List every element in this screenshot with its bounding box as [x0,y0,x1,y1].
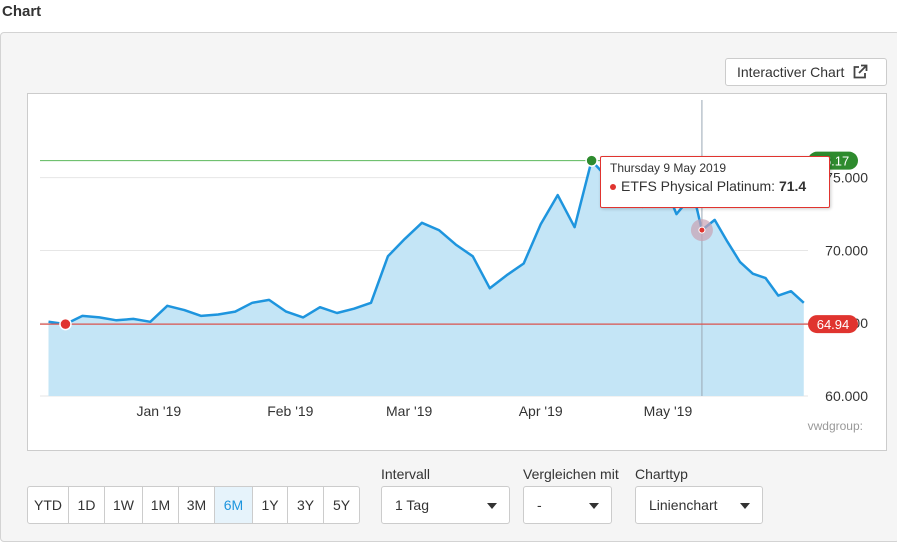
chevron-down-icon [487,503,497,509]
range-button-6m[interactable]: 6M [215,487,253,523]
min-badge-bg [808,315,858,334]
range-button-group: YTD 1D 1W 1M 3M 6M 1Y 3Y 5Y [27,486,360,524]
min-marker [59,317,72,331]
interval-value: 1 Tag [395,497,429,513]
interval-label: Intervall [381,466,431,482]
range-button-1y[interactable]: 1Y [253,487,288,523]
charttype-value: Linienchart [649,497,718,513]
range-button-3m[interactable]: 3M [179,487,215,523]
chart-tooltip: Thursday 9 May 2019 ETFS Physical Platin… [600,156,830,208]
section-title: Chart [2,3,42,20]
chevron-down-icon [740,503,750,509]
interactive-chart-button[interactable]: Interactiver Chart [725,58,887,86]
y-tick-label: 60.000 [825,388,868,404]
x-tick-label: Feb '19 [267,403,313,419]
range-button-ytd[interactable]: YTD [28,487,69,523]
tooltip-series-label: ETFS Physical Platinum: [621,178,776,194]
external-link-icon [852,64,868,80]
compare-value: - [537,497,542,513]
max-marker [585,154,598,167]
charttype-select[interactable]: Linienchart [635,486,763,524]
compare-select[interactable]: - [523,486,612,524]
x-tick-label: May '19 [644,403,693,419]
x-tick-label: Jan '19 [136,403,181,419]
range-button-1d[interactable]: 1D [69,487,105,523]
compare-label: Vergleichen mit [523,466,619,482]
interactive-chart-label: Interactiver Chart [737,64,845,80]
y-tick-label: 75.000 [825,170,868,186]
tooltip-date: Thursday 9 May 2019 [610,161,727,175]
series-area [48,160,804,396]
range-button-1w[interactable]: 1W [105,487,143,523]
range-button-3y[interactable]: 3Y [288,487,324,523]
charttype-label: Charttyp [635,466,688,482]
tooltip-series-marker [610,184,616,191]
min-badge: 64.94 [817,317,850,332]
x-tick-label: Apr '19 [519,403,563,419]
chart-credit: vwdgroup: [808,419,863,433]
interval-select[interactable]: 1 Tag [381,486,510,524]
range-button-1m[interactable]: 1M [143,487,179,523]
y-tick-label: 70.000 [825,242,868,258]
chevron-down-icon [589,503,599,509]
hover-marker [698,226,706,234]
x-tick-label: Mar '19 [386,403,432,419]
range-button-5y[interactable]: 5Y [332,497,351,513]
tooltip-value: 71.4 [778,178,807,194]
